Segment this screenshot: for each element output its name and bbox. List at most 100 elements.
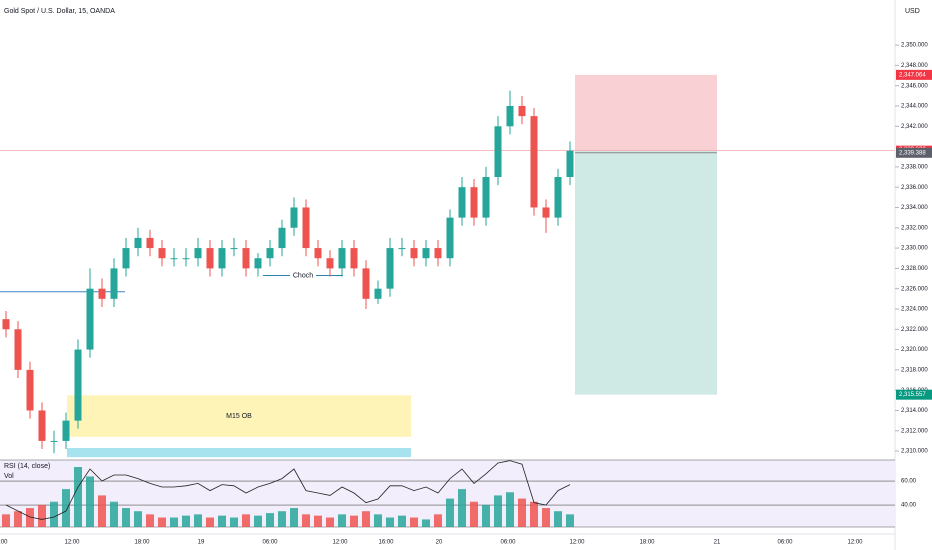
candle-body xyxy=(266,248,274,259)
volume-bar xyxy=(14,511,22,527)
volume-bar xyxy=(518,498,526,527)
y-tick-label: 2,336.000 xyxy=(901,185,928,191)
volume-bar xyxy=(218,515,226,527)
volume-bar xyxy=(206,517,214,527)
volume-bar xyxy=(254,515,262,527)
volume-bar xyxy=(170,517,178,527)
volume-bar xyxy=(38,504,46,527)
x-tick-label: 12:00 xyxy=(332,540,348,546)
candle-body xyxy=(146,237,154,249)
volume-bar xyxy=(482,504,490,527)
volume-bar xyxy=(86,476,94,527)
price-tag-label: 2,339.388 xyxy=(899,150,926,156)
y-tick-label: 2,310.000 xyxy=(901,449,928,455)
y-tick-label: 2,332.000 xyxy=(901,225,928,231)
rsi-tick-label: 60.00 xyxy=(901,479,917,485)
candle-body xyxy=(494,126,502,178)
volume-bar xyxy=(26,508,34,527)
candle-body xyxy=(506,105,514,127)
candle-body xyxy=(338,248,346,269)
y-tick-label: 2,320.000 xyxy=(901,347,928,353)
candle-body xyxy=(326,258,334,269)
volume-bar xyxy=(314,515,322,527)
x-tick-label: 12:00 xyxy=(569,540,585,546)
y-tick-label: 2,350.000 xyxy=(901,43,928,49)
candle-body xyxy=(482,177,490,218)
y-tick-label: 2,330.000 xyxy=(901,246,928,252)
volume-bar xyxy=(338,514,346,527)
candle-body xyxy=(2,319,10,330)
volume-bar xyxy=(398,515,406,527)
candle-body xyxy=(290,207,298,228)
candle-body xyxy=(38,410,46,441)
candle-body xyxy=(218,248,226,269)
x-tick-label: 18:00 xyxy=(639,540,655,546)
candle-body xyxy=(446,217,454,259)
candle-body xyxy=(362,268,370,299)
volume-bar xyxy=(74,467,82,527)
volume-bar xyxy=(242,514,250,527)
volume-bar xyxy=(158,517,166,527)
x-tick-label: 06:00 xyxy=(500,540,516,546)
volume-bar xyxy=(410,517,418,527)
volume-bar xyxy=(374,514,382,527)
currency: USD xyxy=(905,8,920,15)
volume-bar xyxy=(134,511,142,527)
candle-body xyxy=(158,248,166,259)
volume-bar xyxy=(110,501,118,527)
volume-bar xyxy=(566,514,574,527)
x-tick-label: 21 xyxy=(714,540,721,546)
volume-bar xyxy=(434,514,442,527)
y-tick-label: 2,318.000 xyxy=(901,367,928,373)
volume-bar xyxy=(302,514,310,527)
y-tick-label: 2,334.000 xyxy=(901,205,928,211)
order-block-label: M15 OB xyxy=(226,413,252,420)
y-tick-label: 2,314.000 xyxy=(901,408,928,414)
candle-body xyxy=(386,248,394,289)
candle-body xyxy=(182,258,190,260)
rsi-label: RSI (14, close) xyxy=(4,463,50,470)
candle-body xyxy=(110,268,118,299)
candle-body xyxy=(278,227,286,249)
candle-body xyxy=(74,349,82,421)
candle-body xyxy=(518,105,526,117)
y-tick-label: 2,346.000 xyxy=(901,83,928,89)
stop-zone xyxy=(575,74,717,151)
volume-bar xyxy=(278,511,286,527)
volume-bar xyxy=(266,513,274,527)
candle-body xyxy=(350,248,358,269)
candle-body xyxy=(374,288,382,299)
x-tick-label: 06:00 xyxy=(0,540,8,546)
price-tag xyxy=(896,147,932,158)
y-tick-label: 2,312.000 xyxy=(901,428,928,434)
volume-bar xyxy=(554,511,562,527)
candle-body xyxy=(566,150,574,178)
x-tick-label: 06:00 xyxy=(262,540,278,546)
candle-body xyxy=(434,248,442,259)
candle-body xyxy=(194,248,202,259)
price-tag-label: 2,315.557 xyxy=(899,392,926,398)
candle-body xyxy=(314,248,322,259)
candle-body xyxy=(86,288,94,350)
candle-body xyxy=(530,116,538,208)
y-tick-label: 2,328.000 xyxy=(901,266,928,272)
rsi-tick-label: 40.00 xyxy=(901,503,917,509)
x-tick-label: 16:00 xyxy=(378,540,394,546)
candle-body xyxy=(242,248,250,269)
x-tick-label: 18:00 xyxy=(134,540,150,546)
order-block xyxy=(67,395,411,437)
volume-bar xyxy=(458,489,466,527)
y-tick-label: 2,338.000 xyxy=(901,164,928,170)
candle-body xyxy=(458,187,466,218)
volume-bar xyxy=(50,501,58,527)
volume-bar xyxy=(122,508,130,527)
volume-bar xyxy=(422,519,430,527)
volume-bar xyxy=(182,515,190,527)
choch-bg xyxy=(290,270,316,281)
candle-body xyxy=(98,288,106,299)
volume-bar xyxy=(146,514,154,527)
y-tick-label: 2,322.000 xyxy=(901,327,928,333)
volume-bar xyxy=(62,489,70,527)
candle-body xyxy=(206,248,214,269)
